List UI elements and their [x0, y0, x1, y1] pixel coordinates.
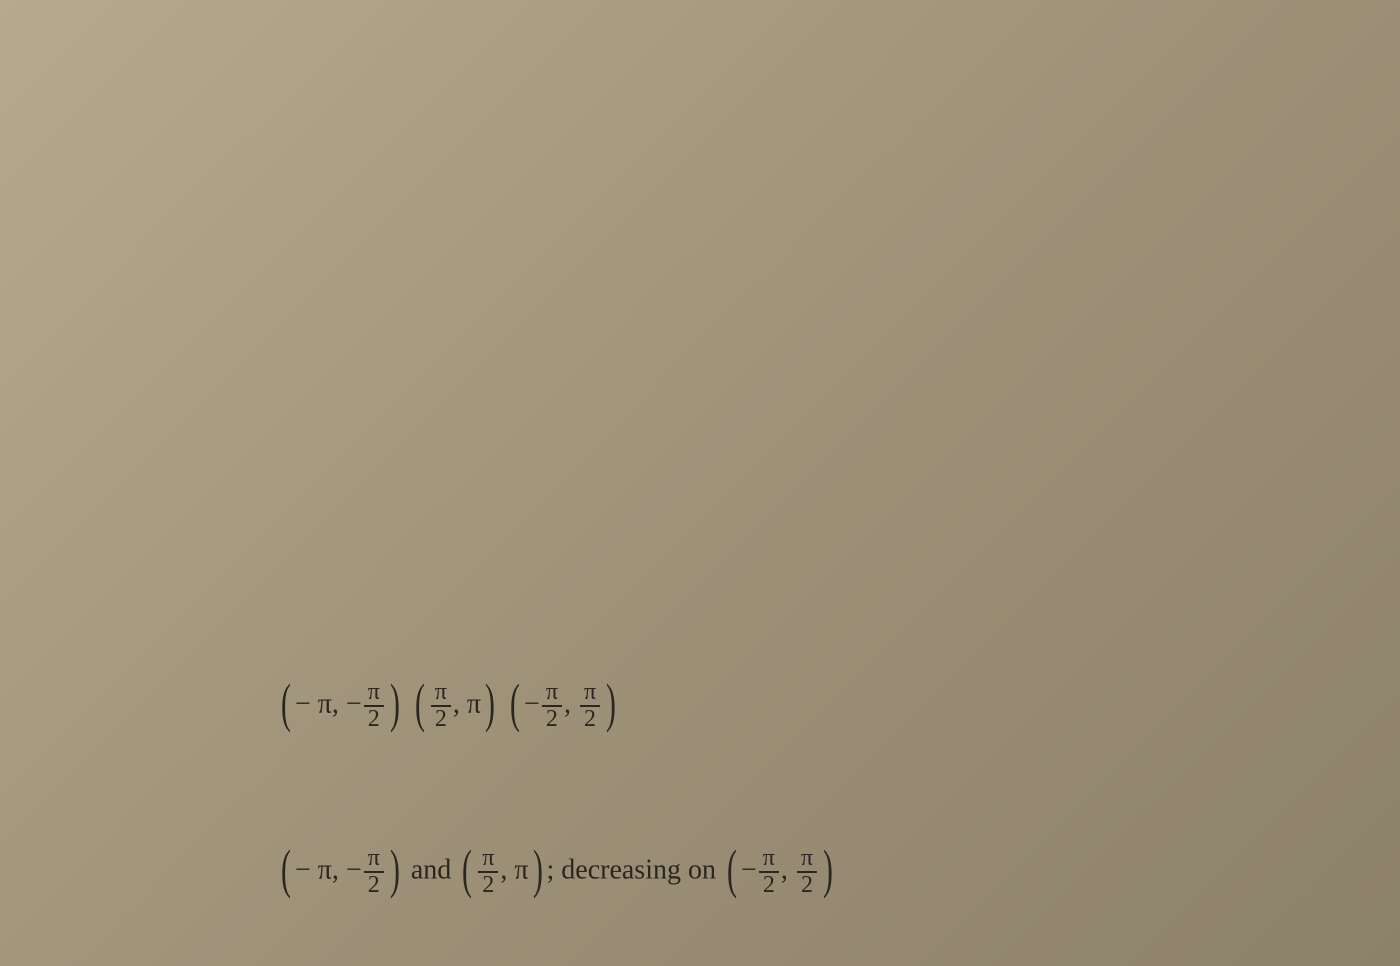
frac: π2 — [362, 680, 386, 732]
frac: π2 — [476, 846, 500, 898]
frac: π2 — [429, 680, 453, 732]
frac: π2 — [578, 680, 602, 732]
frac: π2 — [540, 680, 564, 732]
choice-B — [230, 740, 837, 785]
graph — [200, 90, 760, 650]
page: (− π, −π2) (π2, π) (−π2, π2) (− π, −π2) … — [0, 0, 1400, 966]
choice-C — [230, 793, 837, 838]
frac: π2 — [795, 846, 819, 898]
answer-choices: (− π, −π2) (π2, π) (−π2, π2) (− π, −π2) … — [230, 680, 837, 906]
frac: π2 — [362, 846, 386, 898]
frac: π2 — [757, 846, 781, 898]
choice-D: (− π, −π2) and (π2, π); decreasing on (−… — [230, 846, 837, 898]
choice-A: (− π, −π2) (π2, π) (−π2, π2) — [230, 680, 837, 732]
